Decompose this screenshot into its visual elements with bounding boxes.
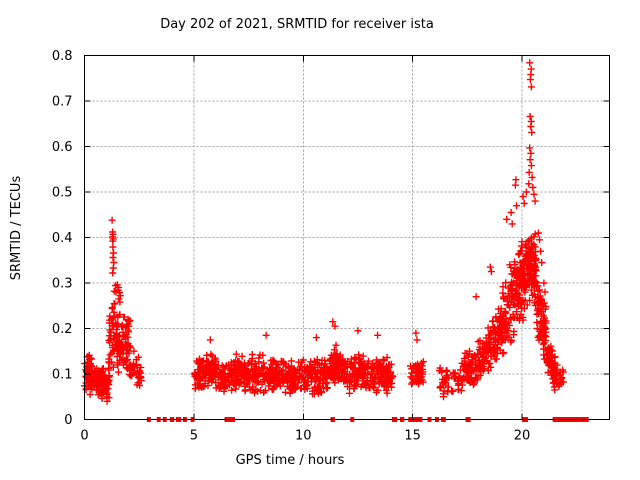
y-tick-label: 0.1 [52,368,73,383]
x-axis-label: GPS time / hours [235,453,345,468]
y-tick-label: 0.3 [52,277,73,292]
x-tick-label: 0 [80,429,88,444]
x-tick-label: 10 [295,429,312,444]
y-tick-label: 0.2 [52,322,73,337]
y-tick-label: 0.7 [52,95,73,110]
y-tick-label: 0.4 [52,231,73,246]
x-tick-label: 5 [190,429,198,444]
x-tick-label: 20 [514,429,531,444]
scatter-points [81,59,567,405]
y-tick-label: 0.6 [52,140,73,155]
y-tick-label: 0 [64,413,72,428]
y-tick-label: 0.8 [52,49,73,64]
y-tick-label: 0.5 [52,186,73,201]
chart-title: Day 202 of 2021, SRMTID for receiver ist… [160,17,434,32]
x-tick-label: 15 [404,429,421,444]
